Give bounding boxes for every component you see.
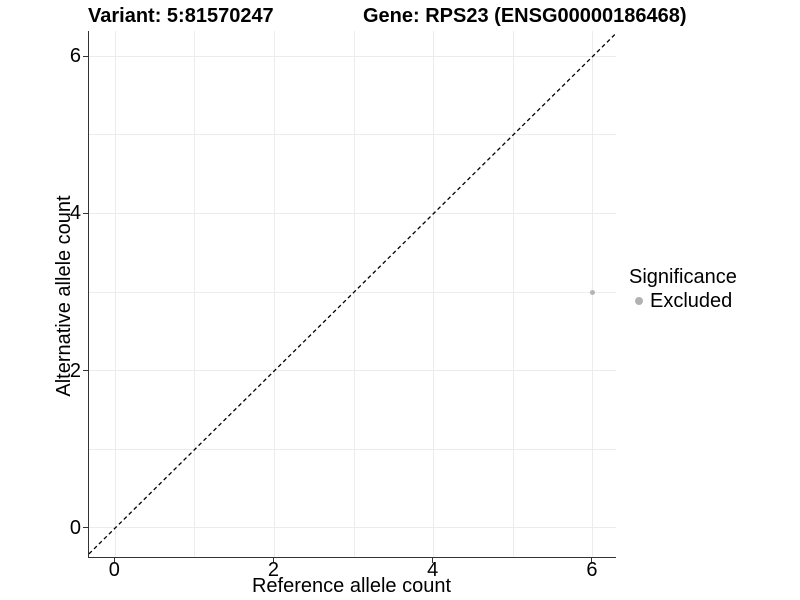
x-tick-label-0: 0 <box>108 559 120 581</box>
y-tick-label-2: 2 <box>69 359 81 382</box>
gridline-y-6 <box>89 55 616 57</box>
x-tick-mark-0 <box>113 558 115 563</box>
gridline-x-0 <box>114 31 116 557</box>
x-tick-mark-2 <box>272 558 274 563</box>
x-tick-label-4: 4 <box>427 559 439 581</box>
y-tick-mark-2 <box>83 370 88 372</box>
gridline-y-4 <box>89 212 616 214</box>
y-axis-title: Alternative allele count <box>53 195 75 397</box>
data-point-excluded <box>590 289 596 295</box>
gridline-x-2 <box>273 31 275 557</box>
gridline-y-2 <box>89 370 616 372</box>
gene-title: Gene: RPS23 (ENSG00000186468) <box>363 5 687 27</box>
x-tick-label-6: 6 <box>586 559 598 581</box>
gridline-x-1 <box>194 31 196 557</box>
y-tick-label-6: 6 <box>69 45 81 68</box>
gridline-x-4 <box>433 31 435 557</box>
x-axis-title: Reference allele count <box>251 575 451 597</box>
identity-line <box>88 32 617 555</box>
legend: Significance Excluded <box>629 266 737 312</box>
gridline-y-3 <box>89 291 616 293</box>
x-tick-label-2: 2 <box>267 559 280 581</box>
gridline-x-3 <box>353 31 355 557</box>
y-tick-label-4: 4 <box>69 202 81 225</box>
y-tick-mark-0 <box>83 527 88 529</box>
legend-title: Significance <box>629 266 737 288</box>
gridline-y-5 <box>89 134 616 136</box>
gridline-y-0 <box>89 527 616 529</box>
x-tick-mark-4 <box>432 558 434 563</box>
legend-point-icon <box>635 297 643 305</box>
y-tick-label-0: 0 <box>69 516 81 539</box>
y-tick-mark-4 <box>83 212 88 214</box>
variant-title: Variant: 5:81570247 <box>88 5 274 27</box>
y-tick-mark-6 <box>83 55 88 57</box>
legend-item-excluded: Excluded <box>635 290 737 312</box>
gridline-x-5 <box>512 31 514 557</box>
x-tick-mark-6 <box>591 558 593 563</box>
legend-item-label: Excluded <box>650 290 733 312</box>
gridline-y-1 <box>89 448 616 450</box>
plot-panel <box>88 31 617 558</box>
